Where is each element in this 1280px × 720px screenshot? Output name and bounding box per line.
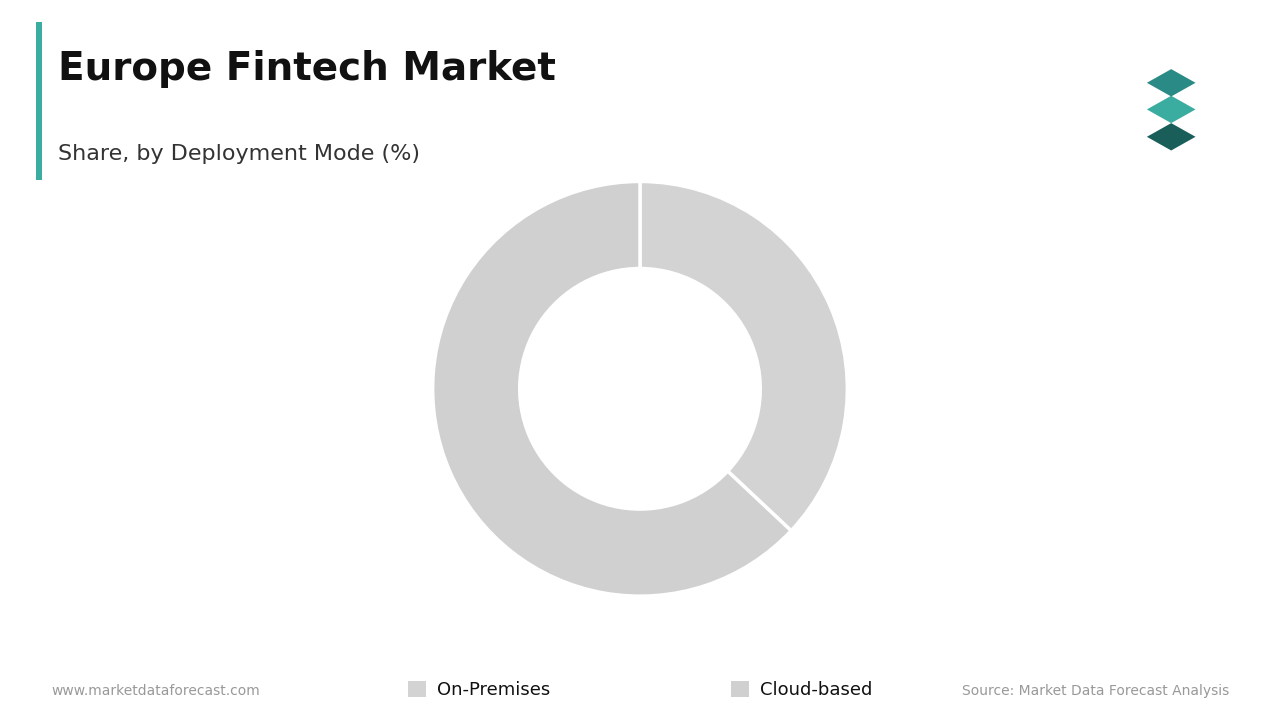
Text: www.marketdataforecast.com: www.marketdataforecast.com <box>51 685 260 698</box>
Text: Europe Fintech Market: Europe Fintech Market <box>58 50 556 89</box>
Text: Share, by Deployment Mode (%): Share, by Deployment Mode (%) <box>58 144 420 164</box>
Wedge shape <box>433 181 791 596</box>
Legend: On-Premises, Cloud-based: On-Premises, Cloud-based <box>401 674 879 706</box>
Text: Source: Market Data Forecast Analysis: Source: Market Data Forecast Analysis <box>961 685 1229 698</box>
Wedge shape <box>640 181 847 531</box>
